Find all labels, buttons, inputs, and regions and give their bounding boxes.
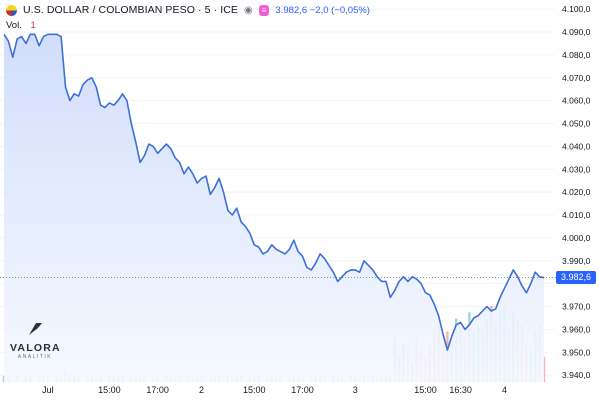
last-price-tag: 3.982,6 bbox=[556, 271, 596, 285]
y-tick-label: 4.070,0 bbox=[562, 73, 591, 83]
eye-icon[interactable]: ◉ bbox=[244, 4, 253, 16]
x-tick-label: Jul bbox=[42, 385, 54, 395]
volume-label: Vol. bbox=[6, 20, 22, 31]
x-tick-label: 15:00 bbox=[243, 385, 266, 395]
y-tick-label: 3.970,0 bbox=[562, 302, 591, 312]
logo-mark-icon bbox=[29, 323, 42, 335]
x-axis[interactable]: Jul 15:00 17:00 2 15:00 17:00 3 15:00 16:30 4 bbox=[42, 385, 507, 395]
y-tick-label: 3.990,0 bbox=[562, 256, 591, 266]
x-tick-label: 3 bbox=[353, 385, 358, 395]
y-tick-label: 3.940,0 bbox=[562, 370, 591, 380]
x-tick-label: 4 bbox=[502, 385, 507, 395]
y-tick-label: 4.040,0 bbox=[562, 141, 591, 151]
x-tick-label: 2 bbox=[199, 385, 204, 395]
symbol-title[interactable]: U.S. DOLLAR / COLOMBIAN PESO · 5 · ICE bbox=[23, 4, 239, 16]
y-tick-label: 4.090,0 bbox=[562, 27, 591, 37]
y-tick-label: 3.960,0 bbox=[562, 324, 591, 334]
price-line bbox=[3, 33, 545, 351]
logo-sub: ANALITIK bbox=[17, 354, 53, 360]
x-tick-label: 17:00 bbox=[291, 385, 314, 395]
y-axis[interactable]: 4.100,0 4.090,0 4.080,0 4.070,0 4.060,0 4.050… bbox=[562, 4, 591, 380]
y-tick-label: 4.080,0 bbox=[562, 50, 591, 60]
y-tick-label: 4.050,0 bbox=[562, 119, 591, 129]
x-tick-label: 16:30 bbox=[449, 385, 472, 395]
y-tick-label: 4.030,0 bbox=[562, 164, 591, 174]
price-change: 3.982,6 −2,0 (−0,05%) bbox=[275, 4, 370, 16]
y-tick-label: 4.010,0 bbox=[562, 210, 591, 220]
valora-logo: VALORA ANALITIK bbox=[10, 322, 60, 360]
x-tick-label: 15:00 bbox=[98, 385, 121, 395]
x-tick-label: 15:00 bbox=[414, 385, 437, 395]
flag-icon bbox=[6, 4, 17, 16]
y-tick-label: 4.100,0 bbox=[562, 4, 591, 14]
price-area bbox=[4, 34, 544, 383]
y-tick-label: 4.060,0 bbox=[562, 96, 591, 106]
logo-word: VALORA bbox=[10, 342, 61, 354]
y-tick-label: 3.950,0 bbox=[562, 347, 591, 357]
chart-header: U.S. DOLLAR / COLOMBIAN PESO · 5 · ICE ◉… bbox=[6, 3, 370, 17]
y-tick-label: 4.020,0 bbox=[562, 187, 591, 197]
x-tick-label: 17:00 bbox=[146, 385, 169, 395]
volume-value: 1 bbox=[30, 20, 36, 31]
volume-legend[interactable]: Vol. 1 bbox=[6, 20, 36, 31]
indicator-badge[interactable]: ≡ bbox=[258, 4, 270, 16]
y-tick-label: 4.000,0 bbox=[562, 233, 591, 243]
